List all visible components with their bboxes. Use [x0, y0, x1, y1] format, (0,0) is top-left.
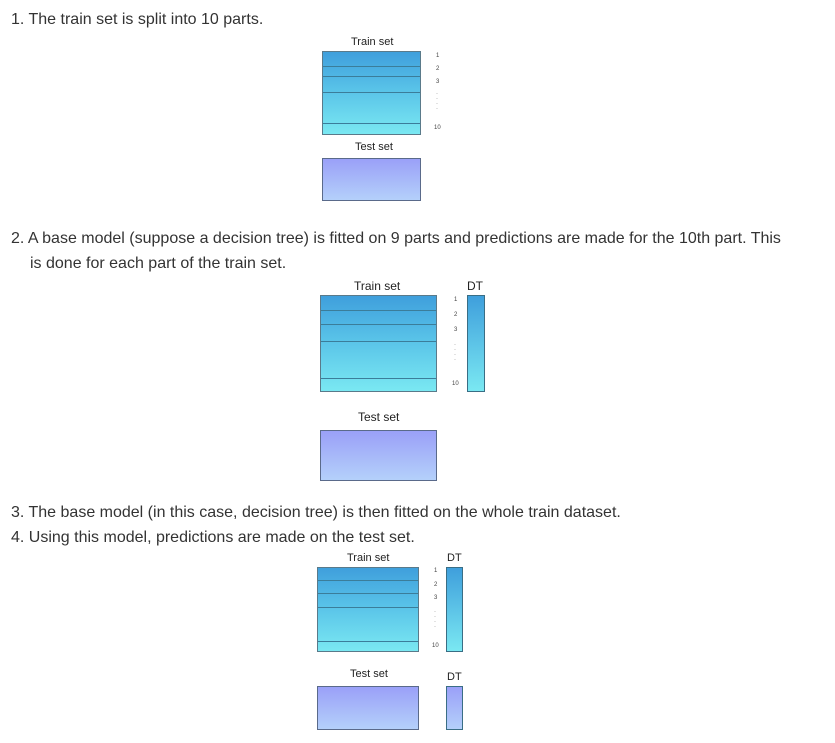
part-number: 1 — [436, 53, 440, 59]
test-set-block — [320, 430, 437, 481]
train-set-block — [322, 51, 421, 135]
part-number: 1 — [454, 297, 458, 303]
test-set-label: Test set — [350, 668, 388, 680]
part-number: 10 — [452, 381, 459, 387]
part-number: 1 — [434, 568, 438, 574]
dt-label: DT — [467, 279, 483, 293]
dt-prediction-column — [446, 567, 463, 652]
train-set-label: Train set — [354, 279, 401, 293]
part-number: 10 — [434, 125, 441, 131]
step-2-text: 2. A base model (suppose a decision tree… — [11, 226, 831, 276]
train-set-block — [320, 295, 437, 392]
dt-label: DT — [447, 552, 462, 564]
test-set-block — [317, 686, 419, 730]
train-set-label: Train set — [347, 552, 390, 564]
ellipsis-dots: · · · · — [436, 91, 438, 112]
dt-prediction-column — [467, 295, 485, 392]
part-number: 3 — [454, 327, 458, 333]
dt-test-prediction-column — [446, 686, 463, 730]
part-number: 2 — [454, 312, 458, 318]
part-number: 3 — [434, 595, 438, 601]
step-2-line-1: 2. A base model (suppose a decision tree… — [11, 230, 781, 247]
test-set-label: Test set — [358, 410, 400, 424]
dt-label: DT — [447, 671, 462, 683]
step-4-text: 4. Using this model, predictions are mad… — [11, 529, 415, 546]
part-number: 2 — [434, 582, 438, 588]
ellipsis-dots: · · · · — [434, 609, 436, 630]
step-2-line-2: is done for each part of the train set. — [30, 255, 287, 272]
step-3-text: 3. The base model (in this case, decisio… — [11, 504, 621, 521]
step-1-text: 1. The train set is split into 10 parts. — [11, 11, 264, 28]
part-number: 3 — [436, 79, 440, 85]
train-set-block — [317, 567, 419, 652]
part-number: 10 — [432, 643, 439, 649]
part-number: 2 — [436, 66, 440, 72]
test-set-label: Test set — [355, 141, 393, 153]
train-set-label: Train set — [351, 36, 394, 48]
ellipsis-dots: · · · · — [454, 342, 456, 363]
test-set-block — [322, 158, 421, 201]
